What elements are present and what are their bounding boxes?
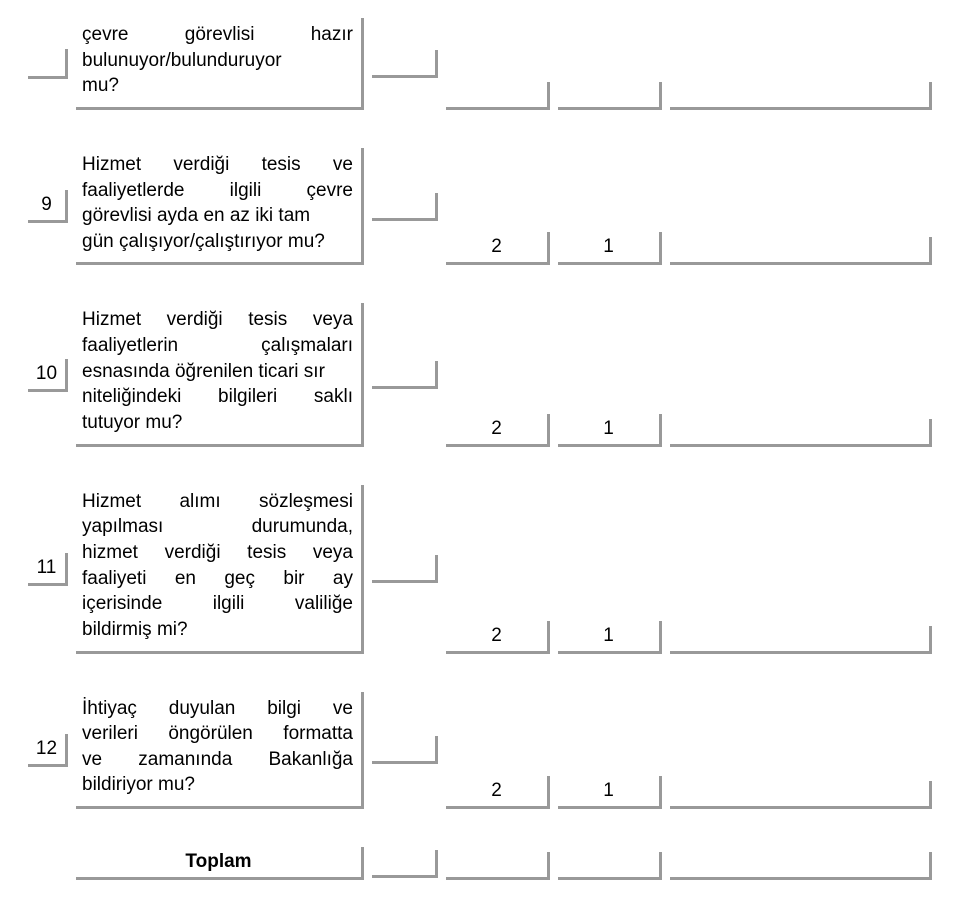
question-line: vezamanındaBakanlığa xyxy=(82,747,353,773)
col6 xyxy=(670,237,932,265)
question-line: gün çalışıyor/çalıştırıyor mu? xyxy=(82,229,353,255)
spacer xyxy=(28,847,68,880)
col6 xyxy=(670,626,932,654)
row-question: Hizmetalımısözleşmesiyapılmasıdurumunda,… xyxy=(76,485,364,654)
question-line: Hizmetverdiğitesisve xyxy=(82,152,353,178)
col3 xyxy=(372,361,438,389)
row-number: 9 xyxy=(28,190,68,223)
question-line: yapılmasıdurumunda, xyxy=(82,514,353,540)
question-line: faaliyetlerinçalışmaları xyxy=(82,333,353,359)
table-row: 10Hizmetverdiğitesisveyafaaliyetlerinçal… xyxy=(28,303,932,446)
question-line: esnasında öğrenilen ticari sır xyxy=(82,359,353,385)
row-question: İhtiyaçduyulanbilgiveverileriöngörülenfo… xyxy=(76,692,364,810)
question-line: niteliğindekibilgilerisaklı xyxy=(82,384,353,410)
col3 xyxy=(372,736,438,764)
question-line: içerisindeilgilivaliliğe xyxy=(82,591,353,617)
col4-value: 2 xyxy=(446,414,550,447)
row-number xyxy=(28,49,68,79)
question-line: Hizmetverdiğitesisveya xyxy=(82,307,353,333)
question-line: hizmetverdiğitesisveya xyxy=(82,540,353,566)
table-row: 11Hizmetalımısözleşmesiyapılmasıdurumund… xyxy=(28,485,932,654)
row-question: çevregörevlisihazırbulunuyor/bulunduruyo… xyxy=(76,18,364,110)
table-row: 12İhtiyaçduyulanbilgiveverileriöngörülen… xyxy=(28,692,932,810)
question-line: verileriöngörülenformatta xyxy=(82,721,353,747)
question-line: mu? xyxy=(82,73,353,99)
col5-value: 1 xyxy=(558,776,662,809)
row-question: Hizmetverdiğitesisvefaaliyetlerdeilgiliç… xyxy=(76,148,364,266)
col4-value: 2 xyxy=(446,621,550,654)
total-label: Toplam xyxy=(76,847,364,880)
col4-value: 2 xyxy=(446,232,550,265)
question-line: çevregörevlisihazır xyxy=(82,22,353,48)
row-number: 12 xyxy=(28,734,68,767)
col4-value xyxy=(446,82,550,110)
total-col4 xyxy=(446,852,550,880)
question-line: tutuyor mu? xyxy=(82,410,353,436)
col6 xyxy=(670,781,932,809)
question-line: faaliyetiengeçbiray xyxy=(82,566,353,592)
col6 xyxy=(670,82,932,110)
row-number: 10 xyxy=(28,359,68,392)
question-line: Hizmetalımısözleşmesi xyxy=(82,489,353,515)
total-col3 xyxy=(372,850,438,878)
table-row: çevregörevlisihazırbulunuyor/bulunduruyo… xyxy=(28,18,932,110)
question-line: bulunuyor/bulunduruyor xyxy=(82,48,353,74)
col3 xyxy=(372,50,438,78)
col5-value: 1 xyxy=(558,621,662,654)
total-row: Toplam xyxy=(28,847,932,880)
table-row: 9Hizmetverdiğitesisvefaaliyetlerdeilgili… xyxy=(28,148,932,266)
question-line: faaliyetlerdeilgiliçevre xyxy=(82,178,353,204)
question-line: görevlisi ayda en az iki tam xyxy=(82,203,353,229)
row-question: Hizmetverdiğitesisveyafaaliyetlerinçalış… xyxy=(76,303,364,446)
question-line: İhtiyaçduyulanbilgive xyxy=(82,696,353,722)
total-col5 xyxy=(558,852,662,880)
question-line: bildirmiş mi? xyxy=(82,617,353,643)
col5-value: 1 xyxy=(558,414,662,447)
row-number: 11 xyxy=(28,553,68,586)
col3 xyxy=(372,193,438,221)
col5-value xyxy=(558,82,662,110)
col6 xyxy=(670,419,932,447)
total-col6 xyxy=(670,852,932,880)
col5-value: 1 xyxy=(558,232,662,265)
col3 xyxy=(372,555,438,583)
question-line: bildiriyor mu? xyxy=(82,772,353,798)
col4-value: 2 xyxy=(446,776,550,809)
